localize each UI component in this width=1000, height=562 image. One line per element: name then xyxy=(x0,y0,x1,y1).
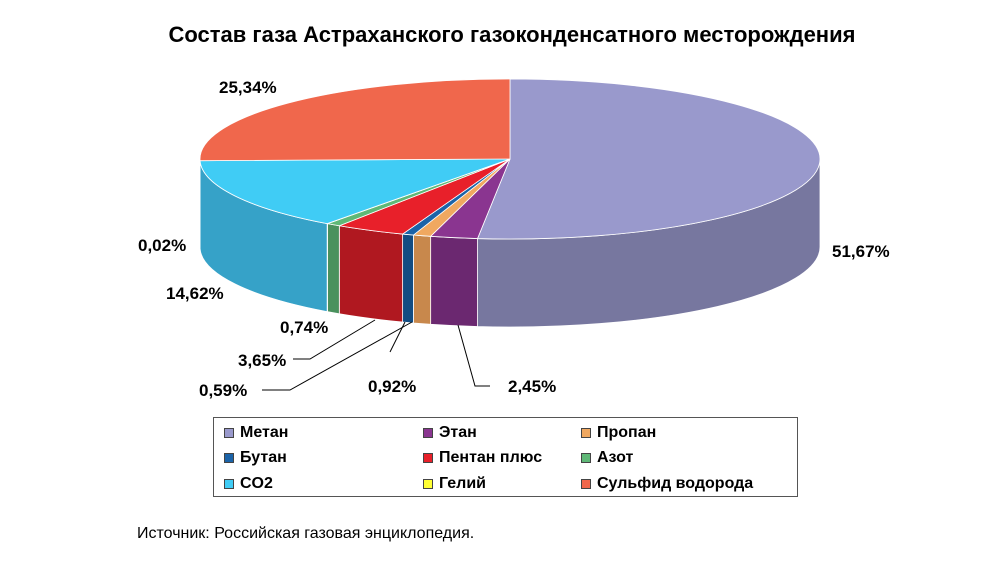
data-label-метан: 51,67% xyxy=(832,242,890,261)
chart-legend: Метан Этан Пропан Бутан Пентан плюс Азот CO2 Ге… xyxy=(213,417,798,497)
data-label-сульфид-водорода: 25,34% xyxy=(219,78,277,97)
data-label-co2: 14,62% xyxy=(166,284,224,303)
legend-swatch xyxy=(581,479,591,489)
legend-item-гелий: Гелий xyxy=(423,473,486,495)
legend-label: Пентан плюс xyxy=(439,449,543,466)
legend-label: Сульфид водорода xyxy=(597,475,754,492)
legend-label: Азот xyxy=(597,449,634,466)
legend-item-азот: Азот xyxy=(581,447,633,469)
legend-swatch xyxy=(224,453,234,463)
pie-side-азот xyxy=(327,223,340,315)
pie-slice-co2 xyxy=(199,158,511,225)
data-label-пентан-плюс: 3,65% xyxy=(238,351,286,370)
pie-side-пропан xyxy=(413,234,432,325)
legend-swatch xyxy=(423,428,433,438)
data-label-пропан: 0,92% xyxy=(368,377,416,396)
leader-line-этан xyxy=(457,324,490,387)
pie-chart-3d: 51,67% 2,45% 0,92% 0,59% 3,65% 0,74% 0,02% 14,6… xyxy=(138,78,890,400)
legend-label: CO2 xyxy=(240,475,273,492)
legend-item-этан: Этан xyxy=(423,422,477,444)
data-label-гелий: 0,02% xyxy=(138,236,186,255)
legend-item-пропан: Пропан xyxy=(581,422,656,444)
pie-slice-сульфид-водорода xyxy=(199,78,511,162)
legend-swatch xyxy=(224,479,234,489)
legend-label: Пропан xyxy=(597,424,657,441)
legend-label: Гелий xyxy=(439,475,486,492)
legend-swatch xyxy=(224,428,234,438)
pie-side-бутан xyxy=(402,233,414,324)
legend-swatch xyxy=(581,453,591,463)
source-note: Источник: Российская газовая энциклопеди… xyxy=(137,525,475,542)
legend-item-пентан-плюс: Пентан плюс xyxy=(423,447,542,469)
pie-side-этан xyxy=(430,235,478,327)
data-label-азот: 0,74% xyxy=(280,318,328,337)
legend-swatch xyxy=(423,479,433,489)
legend-item-co2: CO2 xyxy=(224,473,273,495)
legend-swatch xyxy=(423,453,433,463)
legend-label: Метан xyxy=(240,424,289,441)
legend-item-бутан: Бутан xyxy=(224,447,287,469)
leader-line-пропан xyxy=(389,321,406,353)
legend-swatch xyxy=(581,428,591,438)
pie-slice-метан xyxy=(476,78,821,240)
legend-label: Бутан xyxy=(240,449,287,466)
leader-line-пентан-плюс xyxy=(293,319,376,360)
chart-title: Состав газа Астраханского газоконденсатн… xyxy=(168,22,856,47)
leader-line-бутан xyxy=(262,321,413,391)
legend-item-метан: Метан xyxy=(224,422,288,444)
legend-item-сульфид-водорода: Сульфид водорода xyxy=(581,473,753,495)
legend-label: Этан xyxy=(439,424,477,441)
pie-side-пентан-плюс xyxy=(338,225,404,323)
data-label-бутан: 0,59% xyxy=(199,381,247,400)
data-label-этан: 2,45% xyxy=(508,377,556,396)
